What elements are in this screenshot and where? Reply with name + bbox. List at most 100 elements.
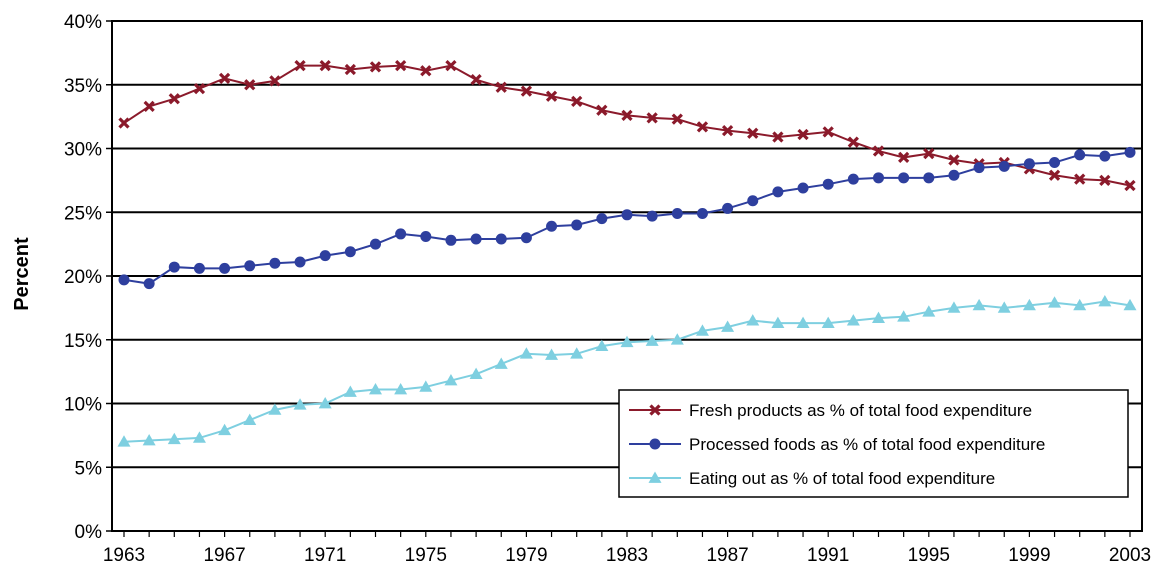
y-tick-label: 15% (64, 331, 102, 352)
y-tick-label: 5% (75, 458, 103, 479)
data-point (997, 301, 1011, 313)
data-point (898, 151, 910, 164)
x-tick-label: 1975 (405, 545, 447, 566)
data-point (243, 413, 257, 425)
data-point (797, 128, 809, 141)
data-point (1098, 295, 1112, 307)
axes (111, 20, 1143, 532)
data-point (294, 59, 306, 72)
data-point (1073, 298, 1087, 311)
data-point (595, 339, 609, 351)
data-point (294, 256, 306, 268)
data-point (797, 182, 809, 194)
data-point (695, 324, 709, 336)
data-point (747, 195, 759, 207)
data-point (649, 438, 661, 450)
data-point (494, 357, 508, 369)
data-point (1099, 150, 1111, 162)
data-point (571, 219, 583, 231)
data-point (519, 347, 533, 359)
data-point (1074, 173, 1086, 185)
data-point (645, 334, 659, 346)
data-point (722, 202, 734, 214)
data-point (445, 59, 457, 72)
data-point (847, 173, 859, 185)
data-point (495, 81, 507, 93)
data-point (570, 347, 584, 359)
y-tick-label: 30% (64, 140, 102, 161)
data-point (648, 471, 662, 483)
x-tick-label: 1979 (505, 545, 547, 566)
data-point (1048, 296, 1062, 308)
data-point (420, 65, 432, 77)
data-point (796, 316, 810, 329)
data-point (873, 172, 884, 184)
y-tick-label: 25% (64, 203, 102, 224)
series-1 (118, 59, 1136, 192)
data-point (1048, 169, 1061, 181)
data-point (495, 233, 507, 245)
data-point (319, 59, 331, 72)
series-3 (117, 295, 1137, 447)
legend-entry: Processed foods as % of total food expen… (629, 435, 1045, 454)
data-point (898, 172, 910, 184)
x-axis-tick-labels: 1963 1967 1971 1975 1979 1983 1987 1991 1995 1999… (103, 531, 1151, 566)
data-point (444, 374, 458, 386)
data-point (1049, 157, 1061, 169)
x-tick-label: 1999 (1008, 545, 1050, 566)
data-point (344, 63, 356, 76)
data-point (244, 260, 256, 272)
data-point (419, 380, 433, 392)
data-point (671, 113, 683, 125)
data-point (395, 59, 407, 72)
series-layer (117, 59, 1137, 447)
data-point (1124, 179, 1136, 192)
data-point (545, 90, 558, 102)
data-point (872, 311, 885, 323)
data-point (343, 385, 357, 397)
data-point (192, 431, 206, 443)
data-point (671, 208, 683, 220)
data-point (545, 348, 559, 360)
x-tick-label: 1967 (203, 545, 245, 566)
data-point (143, 100, 155, 113)
data-point (395, 228, 407, 240)
data-point (948, 154, 960, 166)
data-point (244, 79, 256, 91)
data-point (193, 82, 206, 95)
data-point (218, 72, 231, 85)
data-point (117, 435, 131, 447)
legend-label: Fresh products as % of total food expend… (689, 401, 1032, 420)
data-point (872, 145, 885, 157)
data-point (219, 262, 231, 274)
legend-entry: Fresh products as % of total food expend… (629, 401, 1032, 420)
y-tick-label: 10% (64, 395, 102, 416)
data-point (369, 61, 382, 73)
data-point (168, 261, 180, 273)
data-point (620, 335, 634, 348)
x-tick-label: 1987 (706, 545, 748, 566)
data-point (520, 85, 533, 97)
data-point (470, 74, 482, 86)
x-tick-label: 1983 (606, 545, 648, 566)
legend-label: Processed foods as % of total food expen… (689, 435, 1045, 454)
data-point (822, 126, 834, 138)
data-point (998, 160, 1010, 172)
data-point (923, 172, 935, 184)
x-tick-label: 1995 (908, 545, 950, 566)
data-point (142, 433, 156, 446)
x-tick-label: 1963 (103, 545, 145, 566)
data-point (445, 234, 457, 246)
data-point (646, 112, 658, 124)
data-point (218, 423, 232, 436)
x-tick-label: 1991 (807, 545, 849, 566)
data-point (470, 233, 482, 245)
data-point (520, 232, 532, 244)
data-point (168, 93, 180, 105)
legend-label: Eating out as % of total food expenditur… (689, 469, 995, 488)
data-point (1099, 174, 1111, 187)
data-point (847, 136, 859, 148)
data-point (721, 320, 735, 332)
data-point (370, 238, 381, 250)
